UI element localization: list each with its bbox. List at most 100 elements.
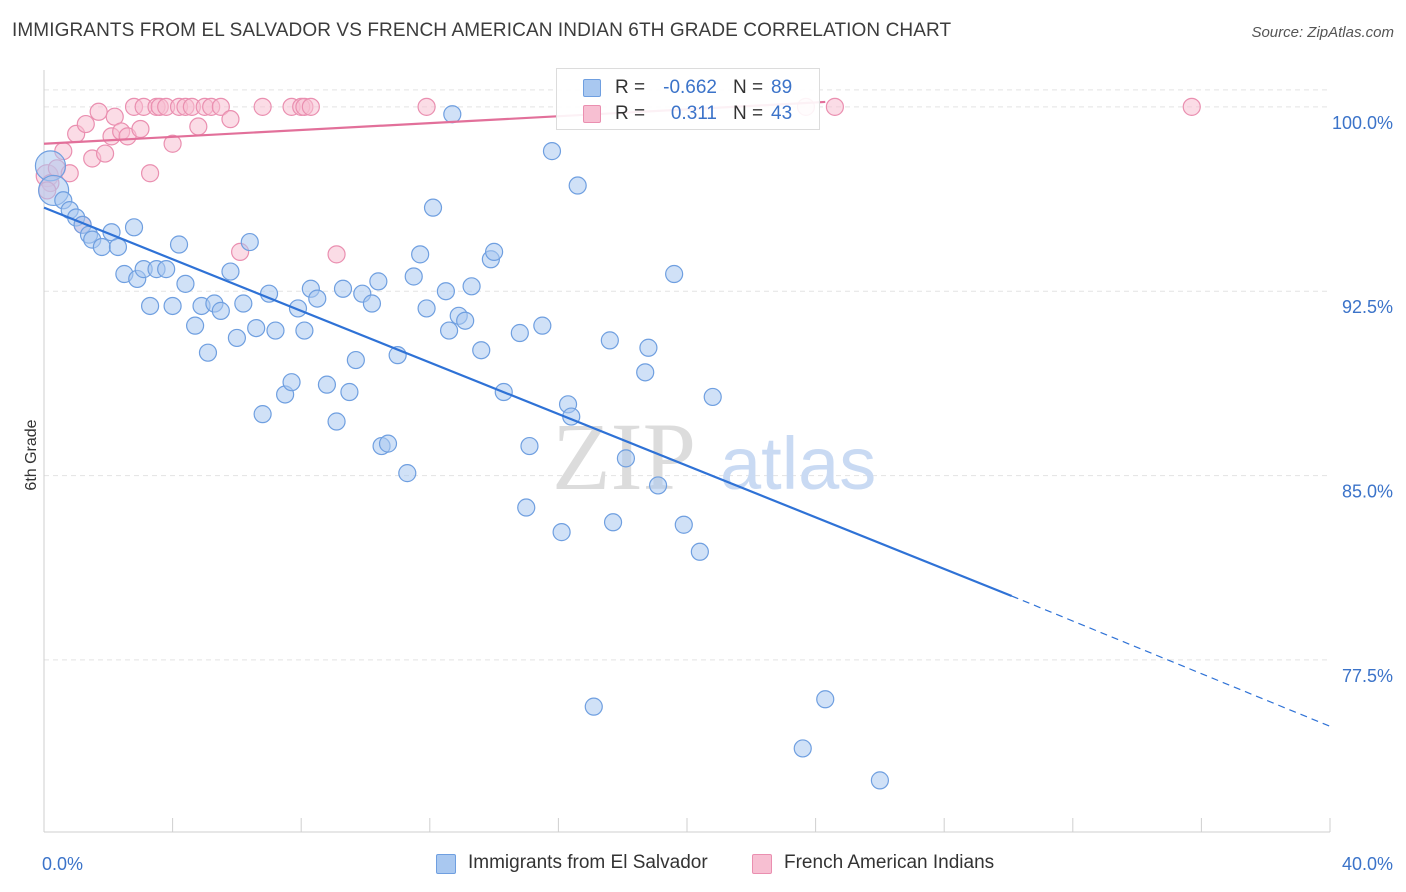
data-point <box>211 97 230 116</box>
legend-r-value: -0.662 <box>663 77 717 98</box>
data-point <box>221 262 240 281</box>
data-point <box>140 296 160 316</box>
data-point <box>333 279 353 298</box>
data-point <box>552 523 571 542</box>
data-point <box>295 321 314 340</box>
data-point <box>417 97 436 116</box>
data-point <box>227 328 246 348</box>
series-legend: Immigrants from El Salvador French Ameri… <box>0 852 1406 878</box>
data-point <box>140 164 160 183</box>
data-point <box>89 102 108 121</box>
data-point <box>95 144 115 163</box>
data-point <box>411 245 430 264</box>
data-point <box>378 434 398 453</box>
data-point <box>456 311 475 330</box>
data-point <box>362 294 382 313</box>
data-point <box>443 105 462 124</box>
watermark: ZIP atlas <box>552 403 876 510</box>
data-point <box>533 316 552 335</box>
data-point <box>369 272 388 291</box>
data-point <box>520 436 539 456</box>
data-point <box>404 267 423 286</box>
data-point <box>816 690 835 709</box>
data-point <box>234 294 253 313</box>
data-point <box>703 387 722 407</box>
data-point <box>825 97 844 116</box>
data-point <box>198 343 218 362</box>
legend-row-blue: R = -0.662 N = 89 <box>557 75 819 103</box>
data-point <box>124 218 144 237</box>
data-point <box>600 331 619 350</box>
data-point <box>346 350 365 370</box>
data-point <box>462 277 481 296</box>
legend-swatch-pink <box>752 854 772 874</box>
x-tick-label: 0.0% <box>42 854 83 874</box>
data-point <box>616 449 636 468</box>
data-point <box>253 405 272 424</box>
data-point <box>76 114 95 134</box>
y-tick-label: 85.0% <box>1342 482 1393 502</box>
chart-title: IMMIGRANTS FROM EL SALVADOR VS FRENCH AM… <box>12 20 952 41</box>
legend-swatch-blue <box>436 854 456 874</box>
y-tick-label: 92.5% <box>1342 297 1393 317</box>
data-point <box>253 97 272 116</box>
data-point <box>340 382 359 402</box>
source-label: Source: ZipAtlas.com <box>1251 24 1394 41</box>
data-point <box>639 338 658 357</box>
legend-r-value: 0.311 <box>670 103 717 124</box>
x-tick-label: 40.0% <box>1342 854 1393 874</box>
legend-row-pink: R = 0.311 N = 43 <box>557 101 819 129</box>
data-point <box>327 245 346 264</box>
data-point <box>301 97 320 116</box>
data-point <box>542 142 562 161</box>
data-point <box>186 316 205 335</box>
trend-line-el-salvador-projection <box>1011 595 1331 727</box>
data-point <box>793 739 812 758</box>
legend-swatch-pink <box>583 105 601 123</box>
data-point <box>240 232 259 252</box>
legend-n-value: 89 <box>771 77 793 98</box>
data-point <box>674 515 693 534</box>
watermark-atlas: atlas <box>720 422 876 505</box>
legend-n-label: N = <box>733 77 764 98</box>
legend-r-label: R = <box>615 77 646 98</box>
data-point <box>636 363 655 382</box>
y-tick-label: 100.0% <box>1332 113 1393 133</box>
legend-n-value: 43 <box>771 103 793 124</box>
data-point <box>131 119 150 139</box>
data-point <box>417 299 436 318</box>
data-point <box>157 260 176 279</box>
tick-labels: 100.0% 92.5% 85.0% 77.5% 0.0% 40.0% <box>42 113 1393 874</box>
series-immigrants-el-salvador <box>34 105 890 790</box>
data-point <box>308 289 327 308</box>
data-point <box>92 237 111 257</box>
trend-line-el-salvador <box>43 206 1013 598</box>
data-point <box>485 242 504 261</box>
legend-swatch-blue <box>583 79 601 97</box>
data-point <box>211 301 230 320</box>
data-point <box>169 235 189 254</box>
data-point <box>108 237 128 257</box>
data-point <box>603 513 623 532</box>
data-point <box>648 476 668 495</box>
data-point <box>870 771 890 790</box>
data-point <box>510 323 529 343</box>
data-point <box>439 321 459 340</box>
data-point <box>568 176 587 195</box>
data-point <box>472 341 491 360</box>
data-point <box>221 110 240 129</box>
data-point <box>423 198 443 217</box>
data-point <box>690 542 709 561</box>
legend-label-el-salvador: Immigrants from El Salvador <box>468 852 708 873</box>
data-point <box>665 264 684 284</box>
data-point <box>163 134 182 153</box>
data-point <box>247 318 266 338</box>
legend-n-label: N = <box>733 103 764 124</box>
data-point <box>436 282 455 301</box>
legend-label-french-american-indians: French American Indians <box>784 852 995 873</box>
data-point <box>327 412 346 431</box>
data-point <box>189 117 208 136</box>
data-point <box>163 296 182 316</box>
data-point <box>176 274 195 293</box>
